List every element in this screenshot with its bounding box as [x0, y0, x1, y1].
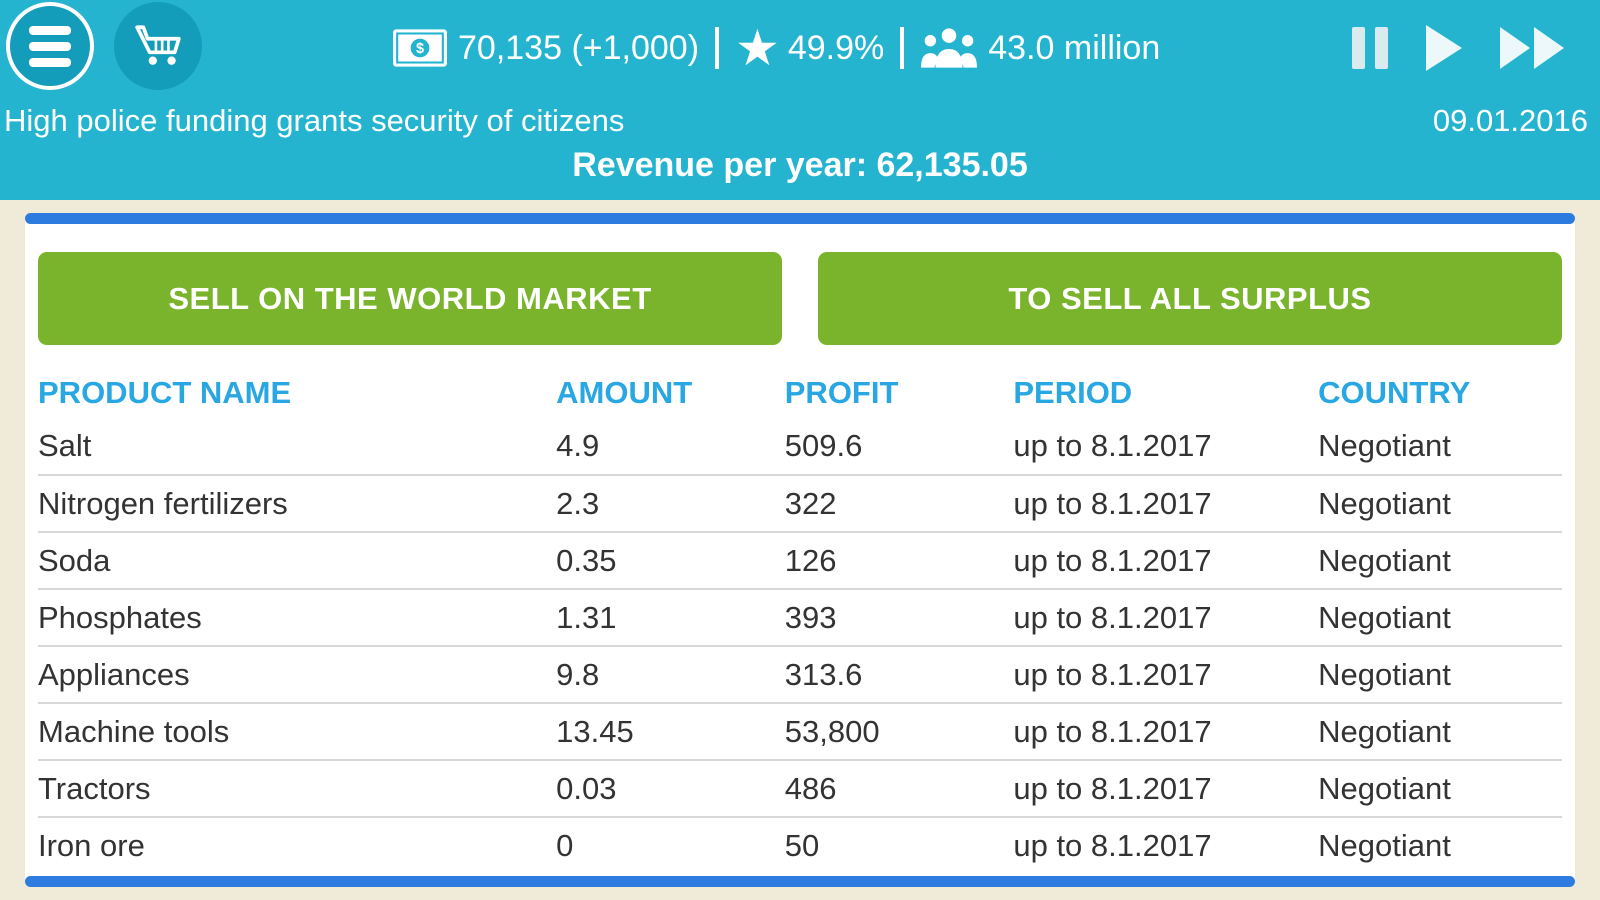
menu-button[interactable] [6, 2, 94, 90]
period-cell: up to 8.1.2017 [1013, 599, 1212, 635]
pause-icon [1352, 27, 1388, 69]
profit-cell: 126 [784, 542, 837, 578]
menu-icon [29, 25, 71, 67]
column-header-amount: AMOUNT [556, 375, 693, 410]
svg-text:$: $ [416, 41, 424, 57]
topbar: $ 70,135 (+1,000) ★ 49.9% [0, 0, 1600, 200]
column-header-period: PERIOD [1013, 375, 1133, 410]
period-cell: up to 8.1.2017 [1013, 770, 1212, 806]
profit-cell: 486 [784, 770, 837, 806]
column-header-profit: PROFIT [784, 375, 899, 410]
amount-cell: 1.31 [556, 599, 617, 635]
pause-button[interactable] [1352, 27, 1388, 69]
sell-all-surplus-button[interactable]: TO SELL ALL SURPLUS [818, 252, 1562, 345]
time-controls [1352, 25, 1564, 71]
amount-cell: 0.03 [556, 770, 617, 806]
play-icon [1426, 25, 1462, 71]
profit-cell: 393 [784, 599, 837, 635]
profit-cell: 313.6 [784, 656, 863, 692]
amount-cell: 0.35 [556, 542, 617, 578]
period-cell: up to 8.1.2017 [1013, 427, 1212, 463]
product-cell: Tractors [38, 770, 151, 806]
product-cell: Phosphates [38, 599, 202, 635]
sell-world-market-button[interactable]: SELL ON THE WORLD MARKET [38, 252, 782, 345]
rating-star-icon: ★ [735, 20, 780, 76]
population-icon [920, 26, 978, 70]
play-button[interactable] [1426, 25, 1462, 71]
resource-stats: $ 70,135 (+1,000) ★ 49.9% [392, 20, 1161, 76]
product-cell: Appliances [38, 656, 190, 692]
fast-forward-icon [1500, 27, 1564, 69]
topbar-stats-row: $ 70,135 (+1,000) ★ 49.9% [0, 0, 1600, 96]
population-value: 43.0 million [988, 28, 1161, 67]
table-row[interactable]: Machine tools 13.45 53,800 up to 8.1.201… [38, 702, 1562, 759]
profit-cell: 509.6 [784, 427, 863, 463]
revenue-per-year: Revenue per year: 62,135.05 [572, 146, 1028, 184]
country-cell: Negotiant [1318, 770, 1451, 806]
period-cell: up to 8.1.2017 [1013, 485, 1212, 521]
country-cell: Negotiant [1318, 713, 1451, 749]
panel-top-bar [25, 213, 1575, 224]
amount-cell: 2.3 [556, 485, 600, 521]
country-cell: Negotiant [1318, 599, 1451, 635]
panel-bottom-bar [25, 876, 1575, 887]
product-cell: Soda [38, 542, 111, 578]
amount-cell: 9.8 [556, 656, 600, 692]
period-cell: up to 8.1.2017 [1013, 542, 1212, 578]
country-cell: Negotiant [1318, 485, 1451, 521]
shop-button[interactable] [114, 2, 202, 90]
column-header-product: PRODUCT NAME [38, 375, 292, 410]
table-row[interactable]: Soda 0.35 126 up to 8.1.2017 Negotiant [38, 531, 1562, 588]
stat-divider [715, 27, 720, 69]
country-cell: Negotiant [1318, 827, 1451, 863]
amount-cell: 13.45 [556, 713, 634, 749]
column-header-country: COUNTRY [1318, 375, 1471, 410]
product-cell: Nitrogen fertilizers [38, 485, 288, 521]
table-row[interactable]: Nitrogen fertilizers 2.3 322 up to 8.1.2… [38, 474, 1562, 531]
stat-divider [900, 27, 905, 69]
market-table: PRODUCT NAME AMOUNT PROFIT PERIOD COUNTR… [25, 369, 1575, 873]
market-table-header: PRODUCT NAME AMOUNT PROFIT PERIOD COUNTR… [38, 369, 1562, 417]
amount-cell: 4.9 [556, 427, 600, 463]
market-panel: SELL ON THE WORLD MARKET TO SELL ALL SUR… [25, 213, 1575, 887]
fast-forward-button[interactable] [1500, 27, 1564, 69]
market-actions: SELL ON THE WORLD MARKET TO SELL ALL SUR… [25, 224, 1575, 345]
market-screen: SELL ON THE WORLD MARKET TO SELL ALL SUR… [0, 200, 1600, 900]
revenue-row: Revenue per year: 62,135.05 [0, 146, 1600, 200]
profit-cell: 53,800 [784, 713, 880, 749]
country-cell: Negotiant [1318, 427, 1451, 463]
table-row[interactable]: Appliances 9.8 313.6 up to 8.1.2017 Nego… [38, 645, 1562, 702]
cart-icon [132, 21, 184, 72]
news-row: High police funding grants security of c… [0, 96, 1600, 146]
profit-cell: 322 [784, 485, 837, 521]
game-date: 09.01.2016 [1432, 103, 1588, 138]
table-row[interactable]: Salt 4.9 509.6 up to 8.1.2017 Negotiant [38, 417, 1562, 474]
rating-value: 49.9% [787, 28, 885, 67]
country-cell: Negotiant [1318, 542, 1451, 578]
money-value: 70,135 (+1,000) [458, 28, 700, 67]
money-icon: $ [392, 28, 448, 68]
product-cell: Iron ore [38, 827, 145, 863]
period-cell: up to 8.1.2017 [1013, 827, 1212, 863]
product-cell: Salt [38, 427, 92, 463]
news-ticker: High police funding grants security of c… [4, 103, 625, 138]
country-cell: Negotiant [1318, 656, 1451, 692]
period-cell: up to 8.1.2017 [1013, 656, 1212, 692]
table-row[interactable]: Phosphates 1.31 393 up to 8.1.2017 Negot… [38, 588, 1562, 645]
table-row[interactable]: Tractors 0.03 486 up to 8.1.2017 Negotia… [38, 759, 1562, 816]
period-cell: up to 8.1.2017 [1013, 713, 1212, 749]
amount-cell: 0 [556, 827, 574, 863]
market-table-body: Salt 4.9 509.6 up to 8.1.2017 Negotiant … [38, 417, 1562, 873]
profit-cell: 50 [784, 827, 820, 863]
table-row[interactable]: Iron ore 0 50 up to 8.1.2017 Negotiant [38, 816, 1562, 873]
product-cell: Machine tools [38, 713, 230, 749]
